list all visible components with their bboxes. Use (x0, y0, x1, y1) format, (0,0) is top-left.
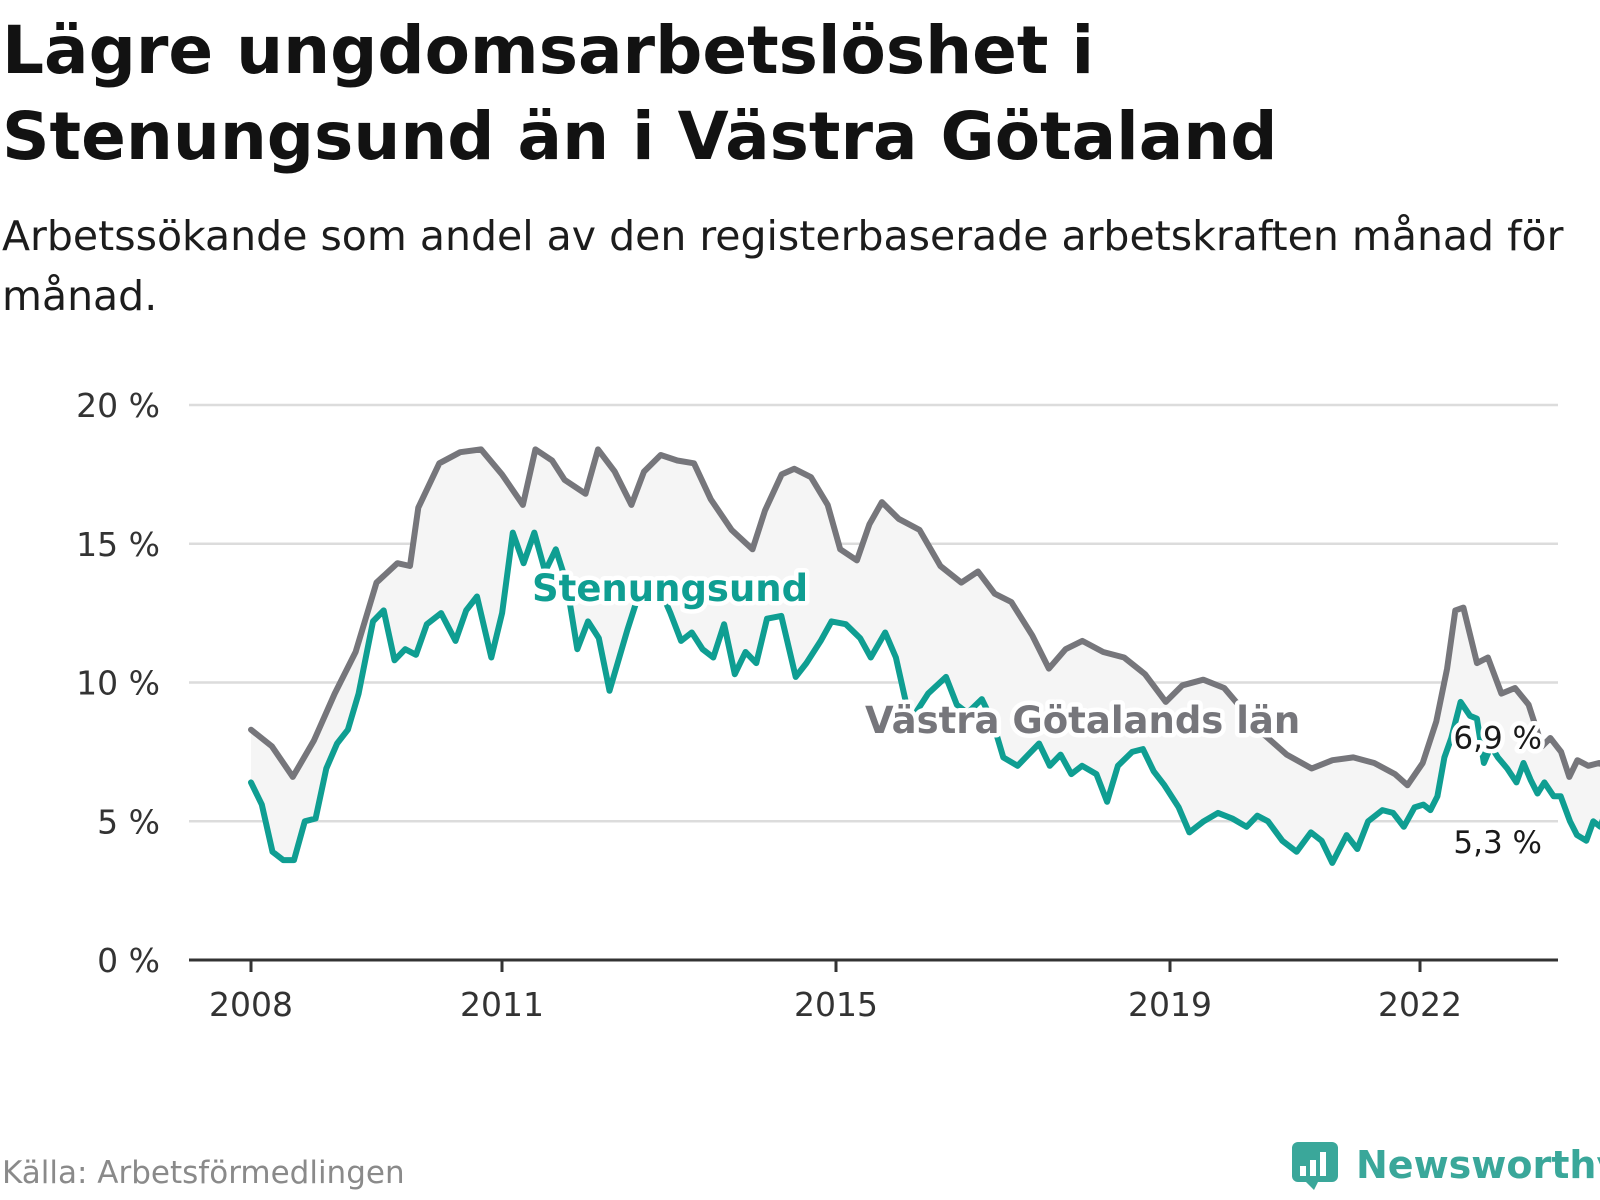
series-line-vastra-gotaland (248, 446, 1600, 789)
end-label-stenungsund-halo: 5,3 % (1453, 825, 1542, 861)
series-label-vastra-gotaland-text: Västra Götalands län (865, 699, 1300, 742)
end-label-stenungsund-text: 5,3 % (1453, 825, 1542, 861)
x-tick-label: 2008 (209, 985, 293, 1024)
x-tick-label: 2022 (1378, 985, 1462, 1024)
end-label-vastra-gotaland-halo: 6,9 % (1453, 721, 1542, 757)
series-label-vastra-gotaland-halo: Västra Götalands län (865, 699, 1300, 742)
y-tick-label: 10 % (76, 664, 160, 703)
x-tick-label: 2019 (1128, 985, 1212, 1024)
y-tick-label: 0 % (97, 941, 160, 980)
x-axis: 2008 2011 2015 2019 2022 (189, 958, 1558, 1024)
series-label-stenungsund-text: Stenungsund (532, 567, 808, 610)
line-chart: 0 % 5 % 10 % 15 % 20 % StenungsundStenungsun… (76, 386, 1600, 1024)
end-label-vastra-gotaland: 6,9 %6,9 % (1449, 716, 1547, 761)
y-tick-label: 5 % (97, 802, 160, 841)
series-label-stenungsund-halo: Stenungsund (532, 567, 808, 610)
chart-subtitle: Arbetssökande som andel av den registerb… (2, 212, 1564, 320)
y-tick-label: 15 % (76, 525, 160, 564)
series-lines (248, 446, 1600, 866)
newsworthy-logo: Newsworthy (1290, 1140, 1600, 1190)
grid-layer: 0 % 5 % 10 % 15 % 20 % (76, 386, 1558, 980)
source-note: Källa: Arbetsförmedlingen (2, 1155, 405, 1191)
chart-logo-icon (1292, 1142, 1338, 1190)
y-tick-label: 20 % (76, 386, 160, 425)
end-label-vastra-gotaland-text: 6,9 % (1453, 721, 1542, 757)
end-label-stenungsund: 5,3 %5,3 % (1449, 820, 1547, 865)
x-tick-label: 2015 (794, 985, 878, 1024)
x-tick-label: 2011 (460, 985, 544, 1024)
difference-area (251, 449, 1600, 863)
series-line-stenungsund (248, 529, 1600, 866)
brand-name: Newsworthy (1356, 1143, 1600, 1187)
chart-title: Lägre ungdomsarbetslöshet i Stenungsund … (2, 12, 1278, 175)
difference-band (251, 449, 1600, 863)
